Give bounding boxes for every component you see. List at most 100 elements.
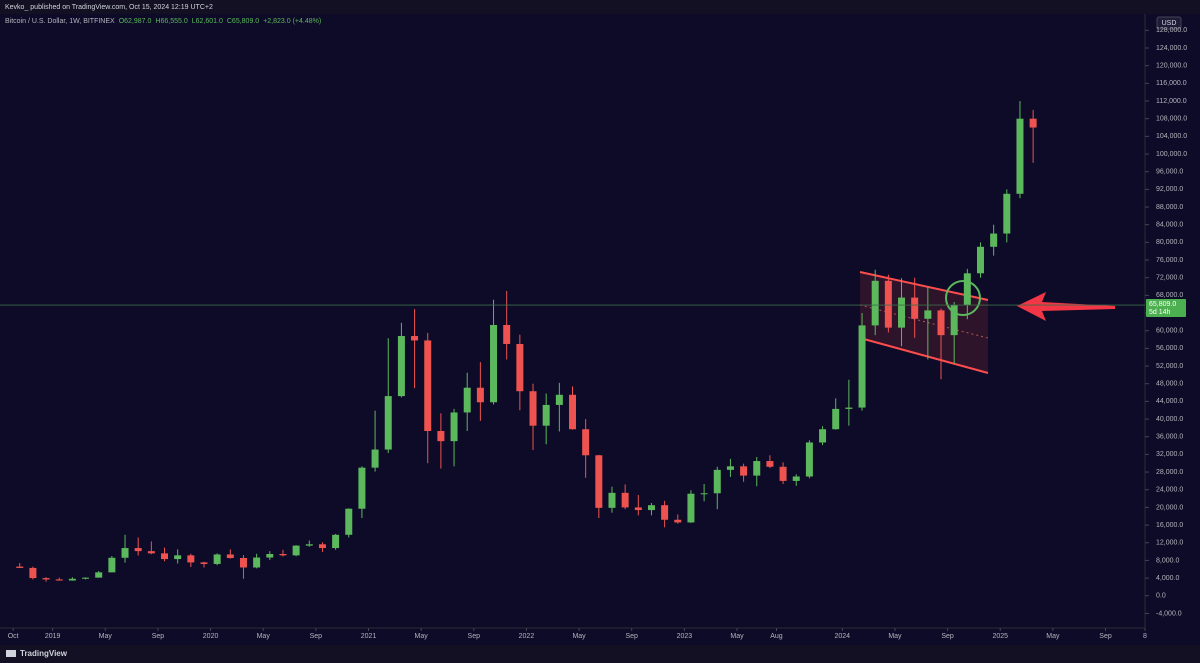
candle-body — [292, 545, 300, 556]
candle-body — [805, 442, 813, 477]
y-tick-label: 56,000.0 — [1156, 345, 1183, 352]
candle-body — [726, 466, 734, 470]
currency[interactable]: USD — [1162, 20, 1177, 27]
y-tick-label: 0.0 — [1156, 593, 1166, 600]
channel-bottom — [859, 337, 989, 374]
candle-body — [608, 492, 616, 508]
candle-body — [753, 461, 761, 476]
y-tick-label: 8,000.0 — [1156, 557, 1179, 564]
candle-body — [213, 554, 221, 564]
last-price-box — [1146, 299, 1186, 318]
candle-body — [542, 404, 550, 426]
countdown: 5d 14h — [1149, 309, 1171, 316]
candle-body — [595, 455, 603, 508]
candle-body — [29, 567, 37, 579]
candle-body — [305, 544, 313, 546]
y-tick-label: 68,000.0 — [1156, 292, 1183, 299]
candle-body — [898, 297, 906, 328]
ohlc-value: O62,987.0 — [119, 18, 152, 25]
candle-body — [963, 273, 971, 306]
y-tick-label: 92,000.0 — [1156, 186, 1183, 193]
x-tick-label: 2024 — [835, 633, 851, 640]
candle-body — [82, 577, 90, 579]
x-tick-label: 2021 — [361, 633, 377, 640]
x-tick-label: Sep — [310, 633, 323, 640]
x-tick-label: Sep — [152, 633, 165, 640]
candle-body — [621, 492, 629, 508]
candle-body — [911, 297, 919, 319]
candle-body — [450, 412, 458, 442]
y-tick-label: 84,000.0 — [1156, 222, 1183, 229]
y-tick-label: 12,000.0 — [1156, 540, 1183, 547]
y-tick-label: 80,000.0 — [1156, 239, 1183, 246]
logo — [6, 650, 16, 657]
candle-body — [503, 324, 511, 344]
candle-body — [253, 557, 261, 568]
x-tick-label: May — [99, 633, 113, 640]
y-tick-label: 96,000.0 — [1156, 169, 1183, 176]
y-tick-label: 104,000.0 — [1156, 133, 1187, 140]
candle-body — [845, 407, 853, 409]
y-tick-label: 128,000.0 — [1156, 27, 1187, 34]
x-tick-label: May — [1046, 633, 1060, 640]
candle-body — [108, 557, 116, 573]
candle-body — [832, 408, 840, 430]
publisher: Kevko_ published on TradingView.com, Oct… — [5, 4, 213, 11]
candle-body — [463, 387, 471, 413]
symbol: Bitcoin / U.S. Dollar, 1W, BITFINEX — [5, 18, 115, 25]
y-tick-label: 16,000.0 — [1156, 522, 1183, 529]
y-tick-label: 48,000.0 — [1156, 381, 1183, 388]
x-tick-label: 2019 — [45, 633, 61, 640]
x-tick-label: 2023 — [677, 633, 693, 640]
candle-body — [740, 466, 748, 476]
candle-body — [55, 579, 63, 581]
candle-body — [95, 572, 103, 578]
candle-body — [68, 578, 76, 581]
candle-body — [647, 505, 655, 511]
candle-body — [858, 325, 866, 408]
y-tick-label: 112,000.0 — [1156, 98, 1187, 105]
x-tick-label: May — [415, 633, 429, 640]
x-tick-label: Sep — [468, 633, 481, 640]
candle-body — [161, 553, 169, 560]
candle-body — [661, 505, 669, 520]
candle-body — [792, 476, 800, 481]
candle-body — [884, 280, 892, 328]
candle-body — [437, 430, 445, 442]
y-tick-label: 124,000.0 — [1156, 45, 1187, 52]
candle-body — [1016, 118, 1024, 194]
candle-body — [687, 493, 695, 523]
brand: TradingView — [20, 649, 68, 658]
candle-body — [174, 555, 182, 560]
candle-body — [924, 310, 932, 319]
currency-button[interactable] — [1156, 16, 1182, 30]
y-tick-label: 36,000.0 — [1156, 434, 1183, 441]
candle-body — [42, 578, 50, 580]
candle-body — [121, 548, 129, 558]
candle-body — [424, 340, 432, 431]
x-tick-label: Sep — [625, 633, 638, 640]
arrow — [1017, 292, 1115, 321]
x-tick-label: May — [572, 633, 586, 640]
candle-body — [976, 246, 984, 274]
y-tick-label: 24,000.0 — [1156, 487, 1183, 494]
candle-body — [279, 554, 287, 556]
candle-body — [937, 310, 945, 336]
y-tick-label: 4,000.0 — [1156, 575, 1179, 582]
x-tick-label: Sep — [1099, 633, 1112, 640]
y-tick-label: 116,000.0 — [1156, 80, 1187, 87]
candle-body — [713, 469, 721, 494]
last-price-label: 65,809.0 — [1149, 301, 1176, 308]
x-tick-label: 2022 — [519, 633, 535, 640]
candle-body — [819, 429, 827, 443]
y-tick-label: 120,000.0 — [1156, 63, 1187, 70]
ohlc-value: L62,601.0 — [192, 18, 223, 25]
y-tick-label: 20,000.0 — [1156, 504, 1183, 511]
candle-body — [345, 508, 353, 535]
candle-body — [582, 429, 590, 456]
candle-body — [16, 566, 24, 568]
candle-body — [134, 548, 142, 552]
